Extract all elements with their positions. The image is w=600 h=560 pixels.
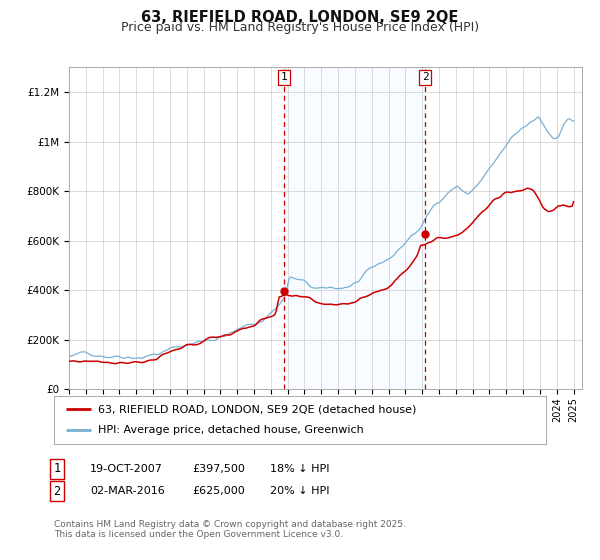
Text: HPI: Average price, detached house, Greenwich: HPI: Average price, detached house, Gree…	[98, 425, 364, 435]
Text: 2: 2	[53, 484, 61, 498]
Text: Price paid vs. HM Land Registry's House Price Index (HPI): Price paid vs. HM Land Registry's House …	[121, 21, 479, 34]
Bar	[284, 67, 425, 389]
Text: 63, RIEFIELD ROAD, LONDON, SE9 2QE: 63, RIEFIELD ROAD, LONDON, SE9 2QE	[142, 10, 458, 25]
Text: 18% ↓ HPI: 18% ↓ HPI	[270, 464, 329, 474]
Text: 2: 2	[422, 72, 428, 82]
Text: £625,000: £625,000	[192, 486, 245, 496]
Text: 1: 1	[281, 72, 287, 82]
Text: 19-OCT-2007: 19-OCT-2007	[90, 464, 163, 474]
Text: 02-MAR-2016: 02-MAR-2016	[90, 486, 165, 496]
Text: £397,500: £397,500	[192, 464, 245, 474]
Text: 1: 1	[53, 462, 61, 475]
Text: Contains HM Land Registry data © Crown copyright and database right 2025.
This d: Contains HM Land Registry data © Crown c…	[54, 520, 406, 539]
Text: 20% ↓ HPI: 20% ↓ HPI	[270, 486, 329, 496]
Text: 63, RIEFIELD ROAD, LONDON, SE9 2QE (detached house): 63, RIEFIELD ROAD, LONDON, SE9 2QE (deta…	[98, 404, 416, 414]
